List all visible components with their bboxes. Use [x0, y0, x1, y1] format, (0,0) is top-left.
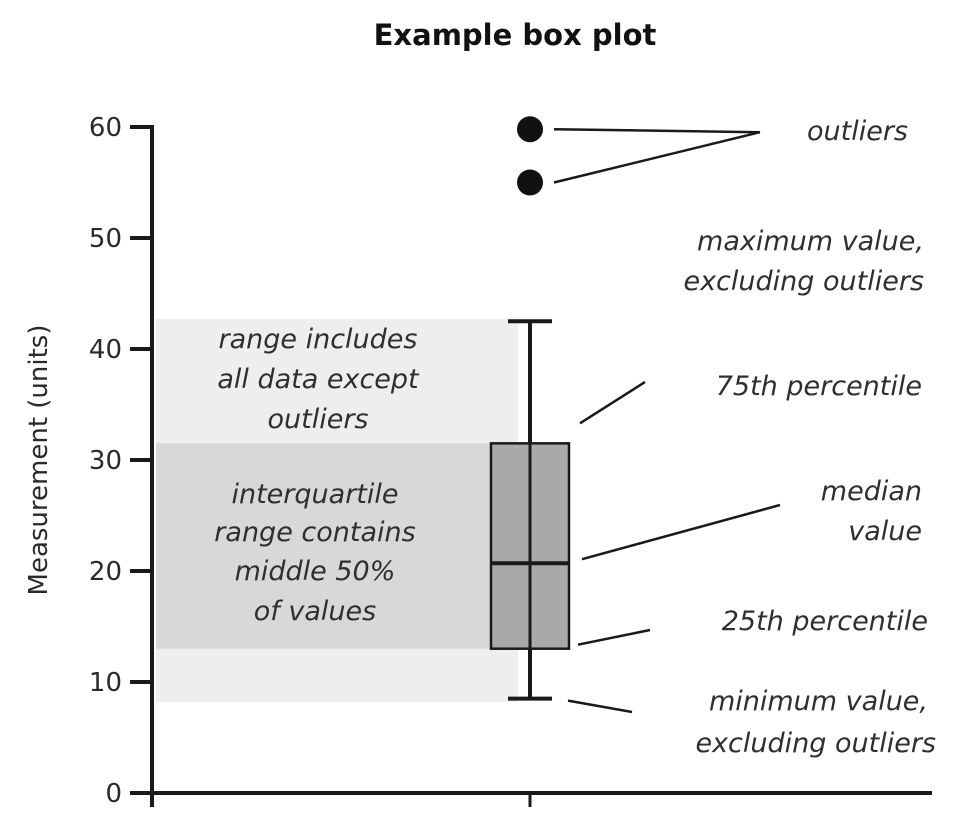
box-glyph [489, 116, 571, 701]
iqr-text-line1: interquartile [231, 479, 398, 510]
y-axis-label: Measurement (units) [24, 325, 54, 596]
annotation-max-line1: maximum value, [697, 226, 924, 257]
iqr-text-line4: of values [254, 596, 376, 627]
leader-25th [577, 628, 651, 646]
annotation-min-line1: minimum value, [709, 686, 928, 717]
leader-min [567, 699, 633, 714]
chart-title: Example box plot [373, 18, 657, 52]
leader-lines [553, 127, 781, 714]
y-tick-label-30: 30 [89, 446, 122, 476]
outlier-point-1 [517, 169, 543, 196]
leader-outlier-top [553, 127, 761, 134]
y-tick-label-50: 50 [89, 224, 122, 254]
annotation-min-line2: excluding outliers [695, 728, 936, 759]
y-tick-label-60: 60 [89, 113, 122, 143]
annotation-25th: 25th percentile [722, 606, 928, 637]
range-text-line1: range includes [219, 324, 418, 355]
iqr-text-line2: range contains [214, 517, 415, 548]
y-tick-label-20: 20 [89, 557, 122, 587]
annotation-outliers: outliers [807, 116, 908, 147]
y-tick-label-0: 0 [105, 779, 122, 809]
leader-outlier-bottom [553, 131, 761, 184]
y-ticks: 0 10 20 30 40 50 60 [89, 113, 152, 809]
annotation-max-line2: excluding outliers [683, 266, 924, 297]
iqr-band [156, 443, 518, 649]
y-tick-label-40: 40 [89, 335, 122, 365]
annotation-median-line1: median [821, 476, 922, 507]
leader-75th [579, 380, 646, 425]
annotation-median-line2: value [848, 516, 922, 547]
range-text-line3: outliers [268, 404, 369, 435]
annotation-75th: 75th percentile [716, 371, 922, 402]
background-bands [156, 319, 518, 702]
iqr-text-line3: middle 50% [235, 556, 396, 587]
leader-median [581, 503, 781, 561]
y-tick-label-10: 10 [89, 668, 122, 698]
outlier-point-2 [517, 116, 543, 143]
range-text-line2: all data except [217, 364, 420, 395]
